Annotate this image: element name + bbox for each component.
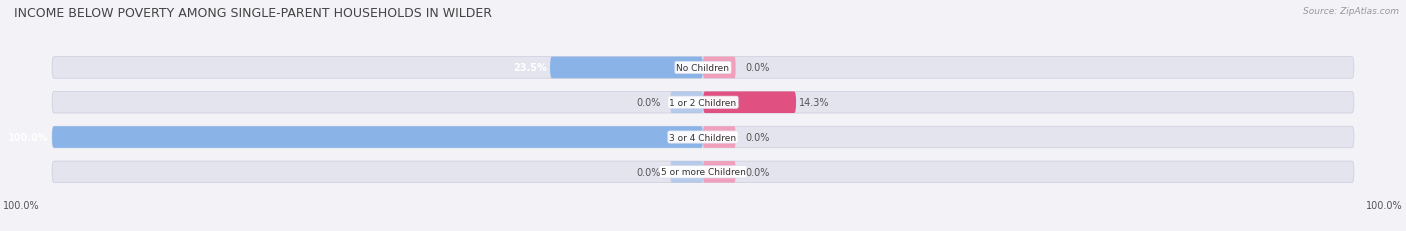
Text: 100.0%: 100.0% (1367, 200, 1403, 210)
Text: 23.5%: 23.5% (513, 63, 547, 73)
FancyBboxPatch shape (52, 127, 703, 148)
Text: 0.0%: 0.0% (745, 63, 769, 73)
FancyBboxPatch shape (52, 58, 1354, 79)
Text: 3 or 4 Children: 3 or 4 Children (669, 133, 737, 142)
Text: 100.0%: 100.0% (8, 132, 49, 143)
FancyBboxPatch shape (52, 92, 1354, 113)
FancyBboxPatch shape (703, 92, 796, 113)
Text: 0.0%: 0.0% (745, 132, 769, 143)
Text: INCOME BELOW POVERTY AMONG SINGLE-PARENT HOUSEHOLDS IN WILDER: INCOME BELOW POVERTY AMONG SINGLE-PARENT… (14, 7, 492, 20)
FancyBboxPatch shape (671, 161, 703, 183)
FancyBboxPatch shape (671, 92, 703, 113)
FancyBboxPatch shape (52, 161, 1354, 183)
FancyBboxPatch shape (550, 58, 703, 79)
Text: No Children: No Children (676, 64, 730, 73)
Text: 0.0%: 0.0% (745, 167, 769, 177)
Text: 0.0%: 0.0% (637, 98, 661, 108)
Text: 5 or more Children: 5 or more Children (661, 168, 745, 176)
FancyBboxPatch shape (703, 161, 735, 183)
Text: Source: ZipAtlas.com: Source: ZipAtlas.com (1303, 7, 1399, 16)
FancyBboxPatch shape (703, 127, 735, 148)
Text: 100.0%: 100.0% (3, 200, 39, 210)
Text: 1 or 2 Children: 1 or 2 Children (669, 98, 737, 107)
Text: 14.3%: 14.3% (800, 98, 830, 108)
FancyBboxPatch shape (52, 127, 1354, 148)
FancyBboxPatch shape (703, 58, 735, 79)
Text: 0.0%: 0.0% (637, 167, 661, 177)
